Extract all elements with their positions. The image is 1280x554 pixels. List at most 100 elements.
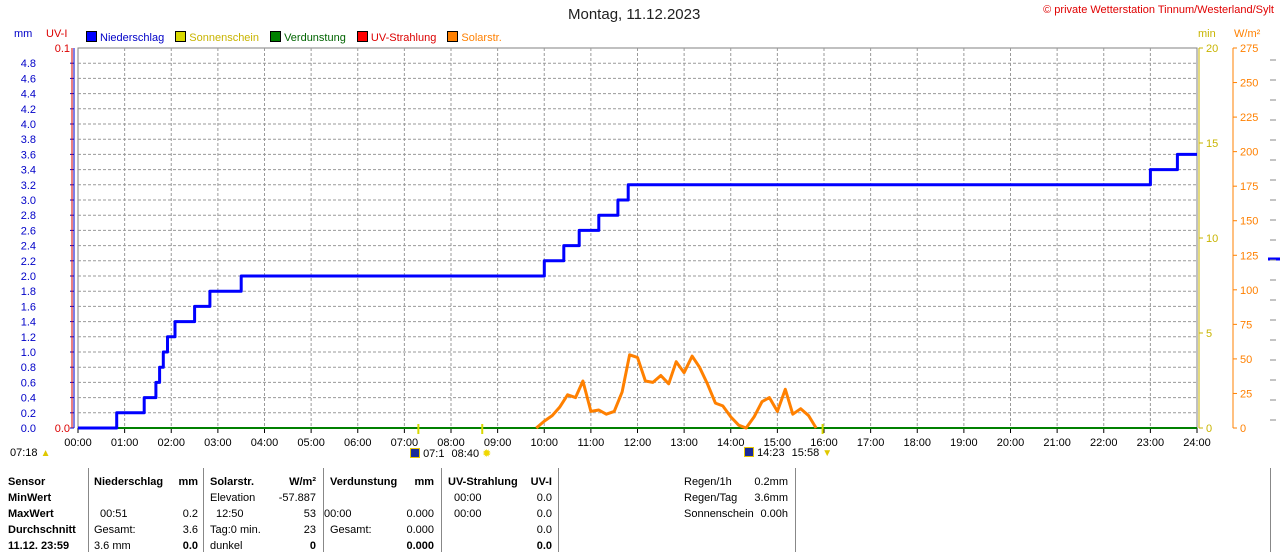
sunset-time: 15:58	[791, 447, 820, 459]
legend-item-verdunstung[interactable]: Verdunstung	[270, 31, 346, 44]
min-tick-label: 15	[1206, 138, 1218, 150]
solar-column: Solarstr. W/m² Elevation -57.887 12:50 53 T…	[210, 474, 318, 554]
mm-tick-label: 3.0	[21, 195, 36, 207]
wm2-tick-label: 200	[1240, 147, 1258, 159]
mm-tick-label: 3.2	[21, 180, 36, 192]
summary-rain-day-label: Regen/Tag	[684, 492, 738, 504]
x-tick-label: 08:00	[437, 437, 465, 449]
uv-axis-unit: UV-I	[46, 28, 68, 40]
min-tick-label: 5	[1206, 328, 1212, 340]
weather-chart: 0.0 0.2 0.4 0.6 0.8 1.0 1.2 1.4 1.6 1.8 2.0 2.2 2.4 2…	[21, 43, 1280, 449]
x-tick-label: 22:00	[1090, 437, 1118, 449]
row-label-avg: Durchschnitt	[8, 524, 76, 536]
solar-elevation-label: Elevation	[210, 492, 256, 504]
sun-icon: ✹	[482, 448, 492, 460]
min-axis-unit: min	[1198, 28, 1216, 40]
verdunstung-column: Verdunstung mm 00:00 0.000 Gesamt: 0.000 0.…	[324, 474, 436, 554]
x-tick-label: 15:00	[764, 437, 792, 449]
niederschlag-column: Niederschlag mm 00:51 0.2 Gesamt: 3.6 3.6 m…	[94, 474, 200, 554]
x-tick-label: 06:00	[344, 437, 372, 449]
x-tick-label: 21:00	[1043, 437, 1071, 449]
solar-avg-value: 23	[303, 524, 316, 536]
mm-tick-label: 0.0	[21, 423, 36, 435]
verdunstung-total-label: Gesamt:	[330, 524, 372, 536]
x-tick-label: 07:00	[391, 437, 419, 449]
x-tick-label: 19:00	[950, 437, 978, 449]
sunrise-time: 07:18	[10, 447, 38, 459]
x-tick-label: 13:00	[670, 437, 698, 449]
uv-max-time: 00:00	[454, 508, 482, 520]
uv-tick-label: 0.0	[55, 423, 70, 435]
copyright-notice: © private Wetterstation Tinnum/Westerlan…	[1043, 4, 1274, 16]
series-solarstr	[535, 353, 818, 430]
niederschlag-max-value: 0.2	[182, 508, 198, 520]
uv-min-value: 0.0	[536, 492, 552, 504]
mm-tick-label: 3.6	[21, 149, 36, 161]
solar-day-label: Tag:0 min.	[210, 524, 261, 536]
legend-item-uv-strahlung[interactable]: UV-Strahlung	[356, 31, 437, 44]
mm-tick-label: 4.4	[21, 89, 36, 101]
sun-time: 08:40	[451, 448, 480, 460]
summary-sunshine-value: 0.00h	[760, 508, 788, 520]
wm2-tick-label: 25	[1240, 388, 1252, 400]
legend-label: UV-Strahlung	[370, 32, 437, 44]
mm-tick-label: 2.0	[21, 271, 36, 283]
wm2-axis-unit: W/m²	[1234, 28, 1261, 40]
x-tick-label: 01:00	[111, 437, 139, 449]
mm-tick-label: 1.6	[21, 301, 36, 313]
wm2-tick-label: 0	[1240, 423, 1246, 435]
sunrise-icon: ▲	[40, 448, 51, 459]
wm2-tick-label: 175	[1240, 181, 1258, 193]
wm2-tick-label: 275	[1240, 43, 1258, 55]
x-tick-label: 24:00	[1183, 437, 1211, 449]
row-label-min: MinWert	[8, 492, 52, 504]
mm-tick-label: 2.8	[21, 210, 36, 222]
x-tick-label: 05:00	[297, 437, 325, 449]
x-tick-label: 11:00	[578, 437, 605, 449]
niederschlag-total-label: Gesamt:	[94, 524, 136, 536]
solar-header: Solarstr.	[210, 476, 255, 488]
x-tick-label: 04:00	[251, 437, 279, 449]
solar-current-value: 0	[309, 540, 316, 552]
mm-tick-label: 3.4	[21, 165, 36, 177]
summary-block: Regen/1h 0.2mm Regen/Tag 3.6mm Sonnenschei…	[684, 474, 792, 522]
row-label-max: MaxWert	[8, 508, 54, 520]
niederschlag-total-value: 3.6	[182, 524, 198, 536]
x-tick-label: 10:00	[530, 437, 558, 449]
wm2-tick-label: 75	[1240, 319, 1252, 331]
uv-column: UV-Strahlung UV-I 00:00 0.0 00:00 0.0 0.0 0…	[448, 474, 554, 554]
twilight-marker-evening: 14:23 15:58 ▼	[744, 447, 832, 459]
legend-item-solarstr[interactable]: Solarstr.	[447, 31, 502, 44]
wm2-tick-label: 150	[1240, 216, 1258, 228]
legend-item-niederschlag[interactable]: Niederschlag	[86, 31, 165, 44]
twilight-icon	[410, 448, 420, 458]
summary-rain-hour-label: Regen/1h	[684, 476, 732, 488]
legend-swatch	[270, 31, 282, 42]
sensor-column: Sensor MinWert MaxWert Durchschnitt 11.1…	[8, 474, 76, 554]
verdunstung-max-value: 0.000	[406, 508, 434, 520]
wm2-tick-label: 250	[1240, 78, 1258, 90]
series-niederschlag	[78, 152, 1197, 430]
x-tick-label: 09:00	[484, 437, 512, 449]
legend-swatch	[356, 31, 368, 42]
mm-tick-label: 2.2	[21, 256, 36, 268]
page-title: Montag, 11.12.2023	[568, 6, 701, 23]
legend-item-sonnenschein[interactable]: Sonnenschein	[175, 31, 259, 44]
mm-tick-label: 1.4	[21, 317, 36, 329]
solar-unit: W/m²	[289, 476, 316, 488]
uv-max-value: 0.0	[536, 508, 552, 520]
legend-label: Verdunstung	[284, 32, 346, 44]
solar-state-label: dunkel	[210, 540, 243, 552]
wm2-tick-label: 225	[1240, 112, 1258, 124]
uv-current-value: 0.0	[536, 540, 552, 552]
niederschlag-unit: mm	[178, 476, 198, 488]
x-tick-label: 18:00	[903, 437, 931, 449]
x-tick-label: 12:00	[624, 437, 652, 449]
mm-tick-label: 0.8	[21, 362, 36, 374]
summary-rain-day-value: 3.6mm	[754, 492, 788, 504]
twilight-time: 07:1	[423, 448, 445, 460]
twilight-icon	[744, 447, 754, 457]
niederschlag-current-value: 0.0	[182, 540, 198, 552]
legend-label: Niederschlag	[100, 32, 165, 44]
min-tick-label: 10	[1206, 233, 1218, 245]
